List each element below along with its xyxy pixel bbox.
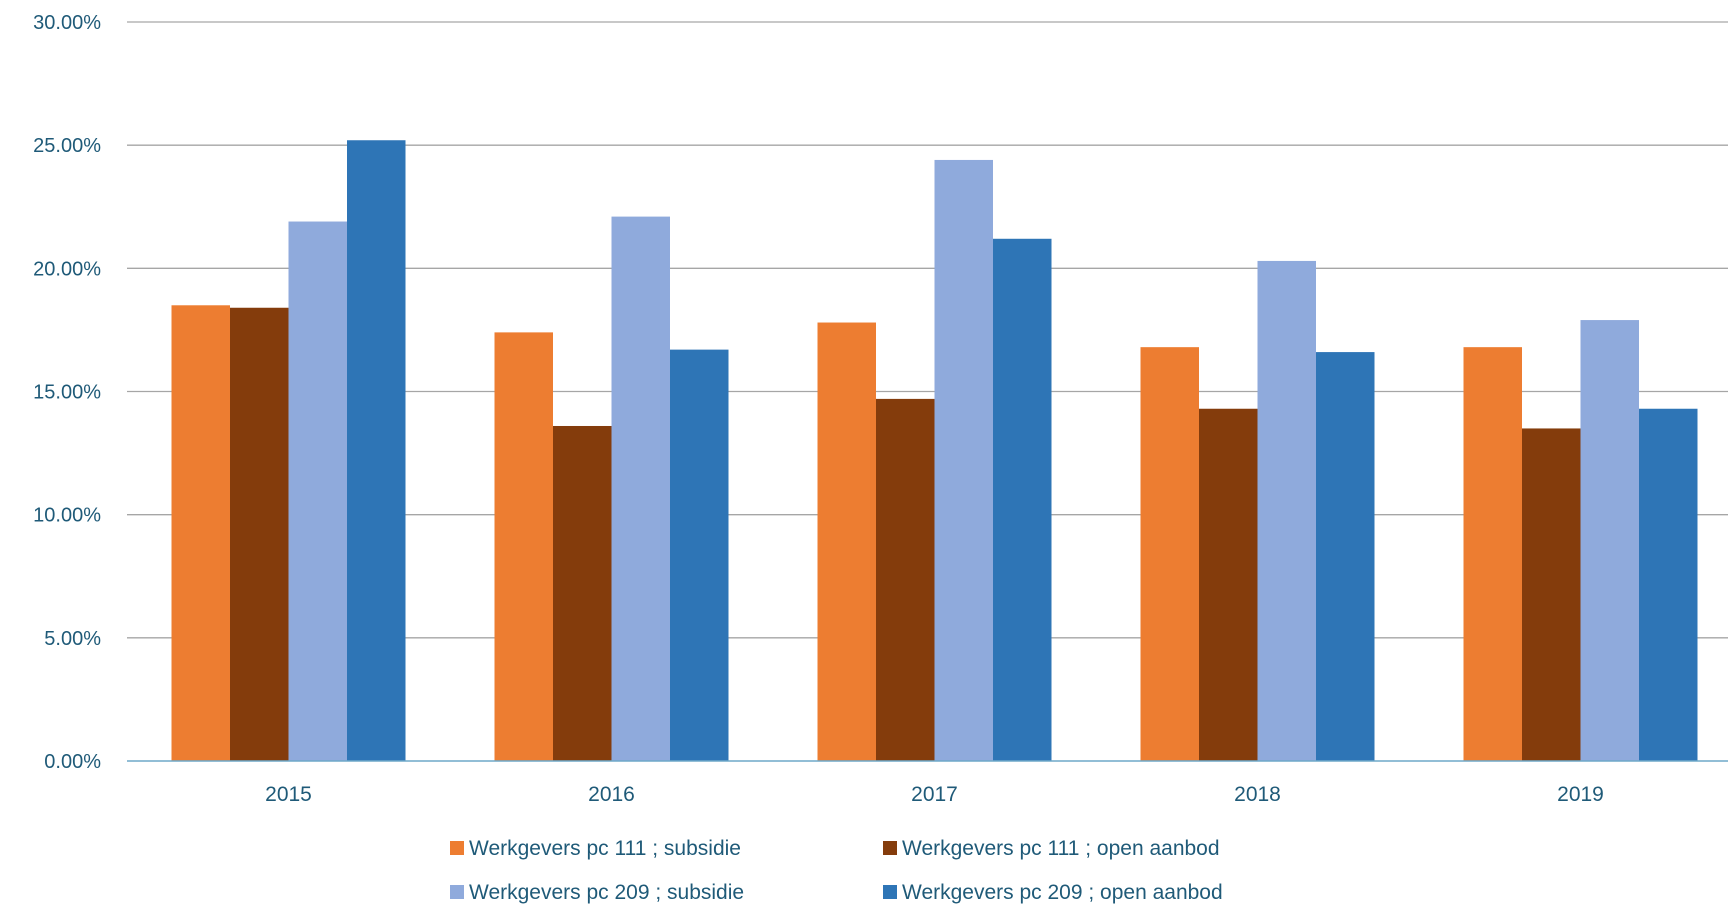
legend-swatch bbox=[450, 885, 464, 899]
legend-swatch bbox=[883, 841, 897, 855]
x-axis-tick-labels: 2015 2016 2017 2018 2019 bbox=[265, 783, 1604, 806]
legend: Werkgevers pc 111 ; subsidie Werkgevers p… bbox=[450, 837, 1223, 904]
bar-2015-series-2 bbox=[230, 307, 289, 761]
bar-2015-series-1 bbox=[171, 305, 230, 761]
bar-2018-series-3 bbox=[1257, 260, 1316, 761]
legend-item: Werkgevers pc 209 ; subsidie bbox=[450, 881, 744, 904]
y-tick-label: 15.00% bbox=[33, 382, 101, 404]
bar-2017-series-2 bbox=[876, 398, 935, 761]
x-tick-label: 2018 bbox=[1234, 783, 1281, 806]
x-tick-label: 2016 bbox=[588, 783, 635, 806]
bar-2019-series-4 bbox=[1639, 408, 1698, 761]
bar-2019-series-3 bbox=[1580, 320, 1639, 761]
x-tick-label: 2019 bbox=[1557, 783, 1604, 806]
y-tick-label: 0.00% bbox=[44, 751, 101, 773]
y-tick-label: 30.00% bbox=[33, 12, 101, 34]
legend-label: Werkgevers pc 111 ; open aanbod bbox=[902, 837, 1220, 860]
bar-2016-series-1 bbox=[494, 332, 553, 761]
bar-2018-series-4 bbox=[1316, 352, 1375, 761]
bar-2016-series-2 bbox=[553, 425, 612, 761]
legend-label: Werkgevers pc 111 ; subsidie bbox=[469, 837, 741, 860]
y-tick-label: 10.00% bbox=[33, 505, 101, 527]
y-tick-label: 25.00% bbox=[33, 135, 101, 157]
bar-2018-series-1 bbox=[1140, 347, 1199, 761]
bar-2017-series-3 bbox=[934, 159, 993, 762]
legend-item: Werkgevers pc 111 ; subsidie bbox=[450, 837, 741, 860]
y-tick-label: 5.00% bbox=[44, 628, 101, 650]
bar-2016-series-3 bbox=[611, 216, 670, 761]
bar-2016-series-4 bbox=[670, 349, 729, 761]
y-axis-tick-labels: 0.00% 5.00% 10.00% 15.00% 20.00% 25.00% 30.00% bbox=[33, 12, 101, 773]
bar-2017-series-4 bbox=[993, 238, 1052, 762]
x-tick-label: 2017 bbox=[911, 783, 958, 806]
legend-swatch bbox=[450, 841, 464, 855]
legend-item: Werkgevers pc 111 ; open aanbod bbox=[883, 837, 1220, 860]
bar-2019-series-1 bbox=[1463, 347, 1522, 761]
bar-2019-series-2 bbox=[1522, 428, 1581, 761]
y-tick-label: 20.00% bbox=[33, 258, 101, 280]
bars bbox=[171, 140, 1698, 762]
bar-2015-series-3 bbox=[288, 221, 347, 761]
legend-swatch bbox=[883, 885, 897, 899]
x-tick-label: 2015 bbox=[265, 783, 312, 806]
legend-label: Werkgevers pc 209 ; open aanbod bbox=[902, 881, 1223, 904]
bar-2018-series-2 bbox=[1199, 408, 1258, 761]
legend-label: Werkgevers pc 209 ; subsidie bbox=[469, 881, 744, 904]
legend-item: Werkgevers pc 209 ; open aanbod bbox=[883, 881, 1223, 904]
bar-2017-series-1 bbox=[817, 322, 876, 761]
bar-2015-series-4 bbox=[347, 140, 406, 762]
